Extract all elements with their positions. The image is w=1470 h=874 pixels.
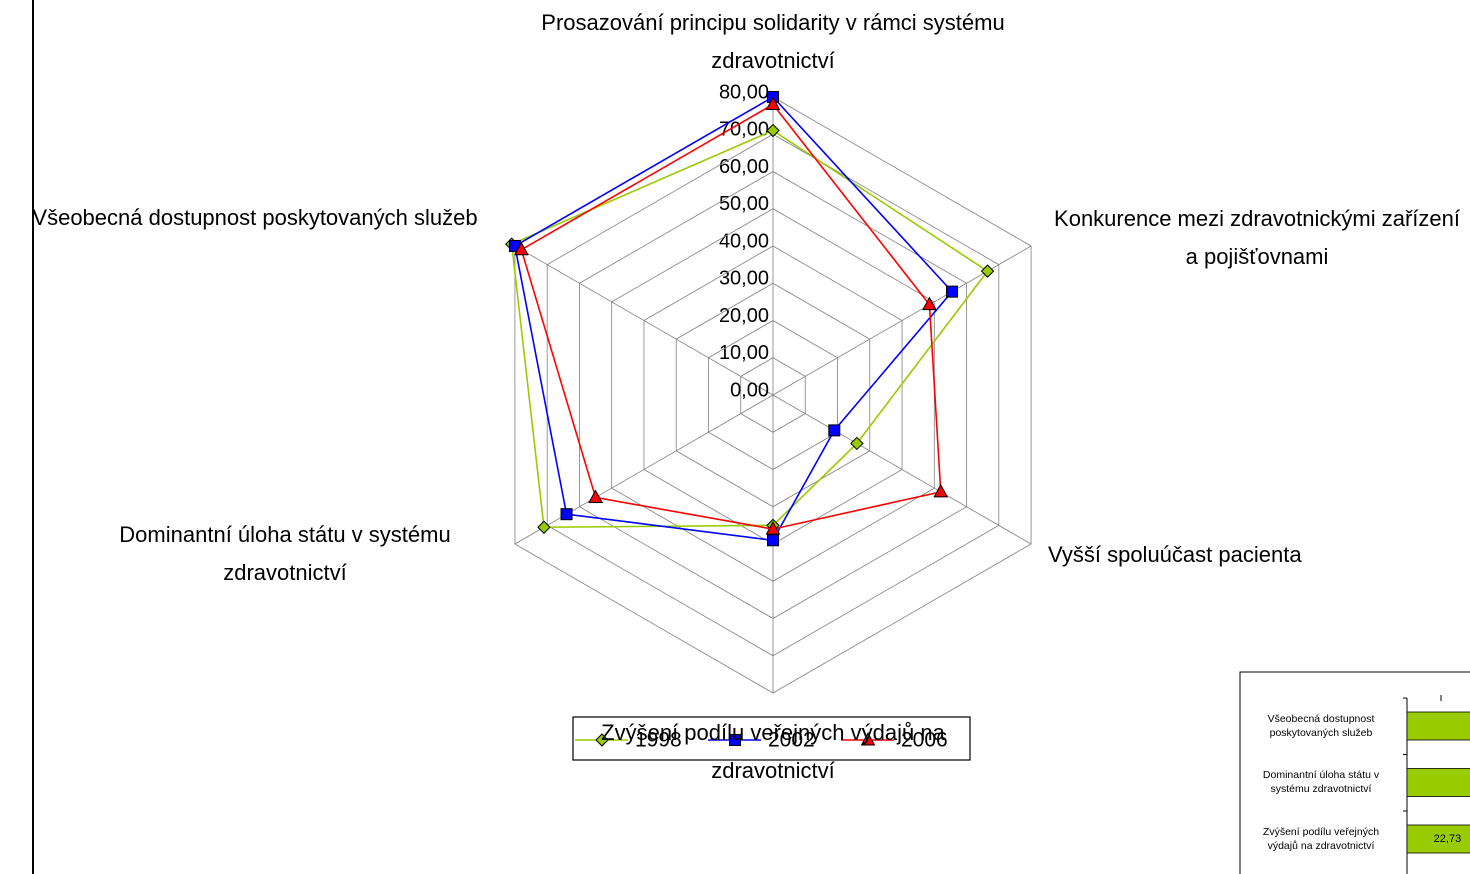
tick-label: 40,00 xyxy=(719,230,769,252)
marker xyxy=(860,731,876,746)
marker xyxy=(767,534,779,547)
category-label: Dominantní úloha státu v systému zdravot… xyxy=(119,522,451,585)
tick-label: 70,00 xyxy=(719,119,769,141)
grid-ring xyxy=(675,282,871,508)
grid-ring xyxy=(708,320,838,470)
legend-label: 1998 xyxy=(635,729,682,752)
marker xyxy=(765,96,781,110)
marker xyxy=(514,241,529,256)
inset-category-label: Dominantní úloha státu v systému zdravot… xyxy=(1262,769,1380,795)
marker xyxy=(922,296,937,311)
tick-label: 80,00 xyxy=(719,81,769,103)
marker xyxy=(729,734,741,746)
marker xyxy=(980,264,995,278)
legend-frame xyxy=(572,716,971,761)
tick-label: 60,00 xyxy=(719,156,769,178)
marker xyxy=(946,285,959,298)
grid-ring xyxy=(740,357,806,433)
inset-category-label: Všeobecná dostupnost poskytovaných služe… xyxy=(1267,713,1375,739)
category-label: Vyšší spoluúčast pacienta xyxy=(1048,542,1302,567)
series-line xyxy=(510,129,989,529)
marker xyxy=(765,521,781,535)
marker xyxy=(588,489,603,503)
legend-label: 2002 xyxy=(768,729,815,752)
legend: 1998 2002 2006 xyxy=(572,716,971,761)
bar xyxy=(1406,824,1470,854)
tick-label: 30,00 xyxy=(719,268,769,290)
inset-chart: 22,73 xyxy=(1239,671,1470,874)
bar xyxy=(1406,711,1470,741)
marker xyxy=(766,123,780,138)
category-label: Zvýšení podílu veřejných výdajů na zdrav… xyxy=(601,720,945,783)
category-label: Konkurence mezi zdravotnickými zařízení … xyxy=(1054,206,1460,269)
marker xyxy=(595,733,609,747)
category-label: Prosazování principu solidarity v rámci … xyxy=(541,10,1005,73)
radar-chart: 0,00 10,00 20,00 30,00 40,00 50,00 60,00 70,00 8… xyxy=(504,81,1032,694)
tick-label: 0,00 xyxy=(730,379,769,401)
marker xyxy=(850,436,864,451)
inset-category-label: Zvýšení podílu veřejných výdajů na zdrav… xyxy=(1262,826,1380,852)
marker xyxy=(537,520,551,534)
grid-ring xyxy=(546,133,1000,657)
grid-ring xyxy=(579,171,967,619)
marker xyxy=(933,483,949,498)
value-label: 22,73 xyxy=(1434,833,1462,845)
tick-label: 10,00 xyxy=(719,342,769,364)
bar xyxy=(1406,768,1470,797)
marker xyxy=(560,508,573,521)
marker xyxy=(828,424,841,437)
tick-label: 50,00 xyxy=(719,193,769,215)
legend-label: 2006 xyxy=(901,729,948,752)
tick-label: 20,00 xyxy=(719,305,769,327)
category-label: Všeobecná dostupnost poskytovaných služe… xyxy=(32,205,478,230)
grid-ring xyxy=(611,208,935,582)
